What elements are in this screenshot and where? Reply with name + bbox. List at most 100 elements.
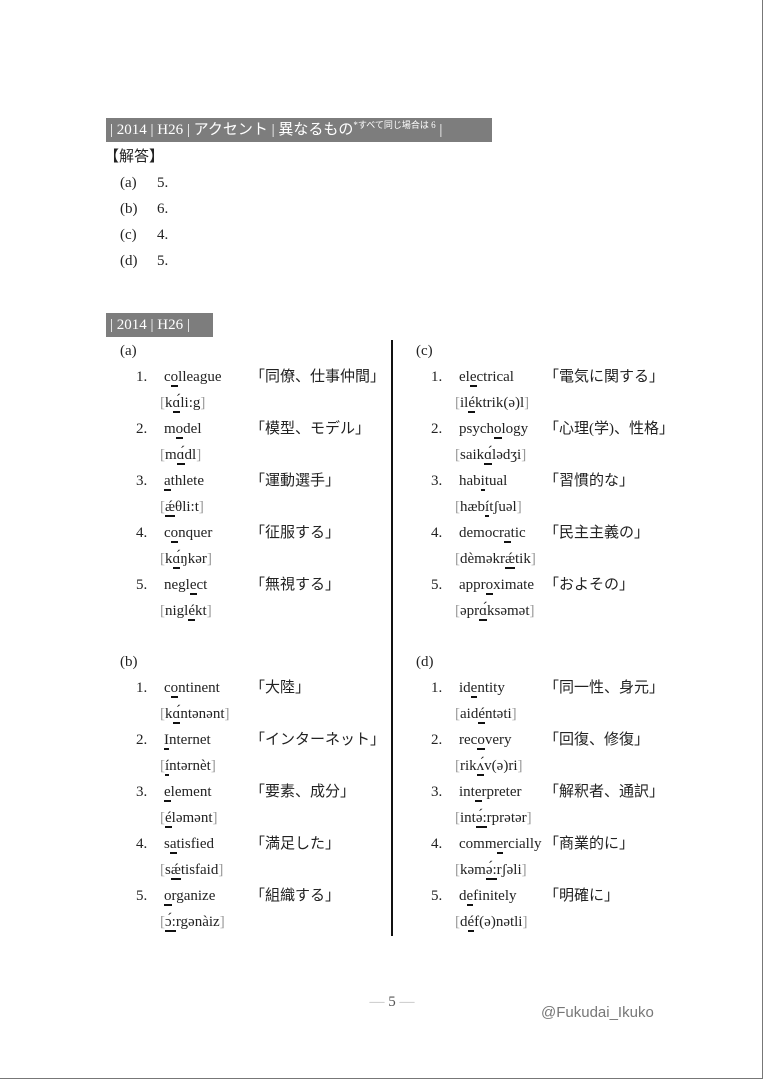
pron-post: tik [515, 551, 531, 567]
group-label: (d) [416, 654, 434, 670]
pronunciation: [mɑ́dl] [160, 445, 201, 465]
bracket-open: [ [160, 499, 165, 515]
dash-right: — [399, 994, 415, 1010]
bracket-close: ] [200, 395, 206, 411]
pron-stressed-vowel: é [467, 914, 475, 932]
bracket-close: ] [522, 914, 528, 930]
word-post: nquer [178, 525, 213, 541]
item-number: 5. [431, 577, 443, 593]
word-meaning: 「解釈者、通訳」 [544, 784, 665, 800]
pron-stressed-vowel: ɑ́ [172, 395, 181, 413]
bracket-close: ] [526, 810, 532, 826]
item-number: 4. [136, 525, 148, 541]
vocab-word: model [164, 419, 202, 439]
vocab-word: Internet [164, 730, 211, 750]
bracket-close: ] [196, 447, 202, 463]
pron-stressed-vowel: ɔ́: [165, 914, 176, 932]
word-post: rpreter [481, 784, 522, 800]
pron-stressed-vowel: ǽ [170, 862, 181, 880]
word-meaning: 「民主主義の」 [544, 525, 650, 541]
pron-stressed-vowel: ə́: [475, 810, 487, 828]
word-stressed-letter: o [170, 369, 179, 387]
dash-left: — [369, 994, 385, 1010]
item-number: 2. [431, 421, 443, 437]
word-post: finitely [473, 888, 517, 904]
word-meaning: 「運動選手」 [250, 473, 341, 489]
word-meaning: 「征服する」 [250, 525, 341, 541]
bracket-close: ] [206, 551, 212, 567]
word-post: ntinent [178, 680, 220, 696]
word-post: rcially [503, 836, 542, 852]
vocab-word: organize [164, 886, 215, 906]
vocab-word: element [164, 782, 212, 802]
bracket-close: ] [210, 758, 216, 774]
bracket-close: ] [524, 395, 530, 411]
pron-stressed-vowel: ə́: [485, 862, 497, 880]
item-number: 2. [136, 421, 148, 437]
word-pre: democr [459, 525, 504, 541]
bracket-close: ] [218, 862, 224, 878]
answer-value: 5. [157, 175, 169, 191]
pron-pre: kəm [460, 862, 486, 878]
word-stressed-letter: a [169, 836, 177, 854]
vocab-word: continent [164, 678, 220, 698]
answer-label: (a) [120, 175, 137, 191]
word-meaning: 「明確に」 [544, 888, 620, 904]
pron-post: rgənàiz [175, 914, 220, 930]
word-stressed-letter: e [469, 369, 477, 387]
word-meaning: 「大陸」 [250, 680, 311, 696]
pron-post: ləmənt [171, 810, 213, 826]
vocab-word: definitely [459, 886, 517, 906]
word-meaning: 「同僚、仕事仲間」 [250, 369, 386, 385]
bracket-close: ] [529, 603, 535, 619]
pron-post: ktrik(ə)l [475, 395, 525, 411]
item-number: 3. [136, 473, 148, 489]
group-label: (a) [120, 343, 137, 359]
bracket-open: [ [455, 914, 460, 930]
pron-pre: int [460, 810, 476, 826]
word-post: tual [484, 473, 508, 489]
word-meaning: 「インターネット」 [250, 732, 386, 748]
pron-pre: aid [460, 706, 479, 722]
word-post: tisfied [176, 836, 215, 852]
pron-post: kt [195, 603, 207, 619]
word-pre: psych [459, 421, 494, 437]
pron-stressed-vowel: ɑ́ [484, 447, 493, 465]
word-post: logy [501, 421, 529, 437]
item-number: 2. [431, 732, 443, 748]
bracket-open: [ [455, 706, 460, 722]
bracket-close: ] [219, 914, 225, 930]
pron-stressed-vowel: é [165, 810, 172, 828]
pronunciation: [saikɑ́lədʒi] [455, 445, 526, 465]
pron-pre: d [460, 914, 468, 930]
pron-pre: m [165, 447, 177, 463]
word-meaning: 「要素、成分」 [250, 784, 356, 800]
pronunciation: [dèməkrǽtik] [455, 549, 536, 569]
item-number: 4. [431, 525, 443, 541]
word-meaning: 「心理(学)、性格」 [544, 421, 674, 437]
pron-post: li:g [180, 395, 201, 411]
pron-stressed-vowel: ʌ́ [476, 758, 485, 776]
section-note: *すべて同じ場合は 6 [353, 120, 436, 130]
item-number: 1. [136, 369, 148, 385]
bracket-close: ] [521, 862, 527, 878]
word-post: lement [170, 784, 212, 800]
word-post: ctrical [476, 369, 514, 385]
pron-pre: rik [460, 758, 477, 774]
item-number: 1. [136, 680, 148, 696]
group-label: (c) [416, 343, 433, 359]
pron-post: tʃuəl [489, 499, 517, 515]
word-stressed-letter: e [470, 680, 478, 698]
word-stressed-letter: a [503, 525, 511, 543]
pron-post: θli:t [175, 499, 199, 515]
pron-stressed-vowel: ɑ́ [479, 603, 488, 621]
word-pre: c [164, 680, 171, 696]
pron-post: ŋkər [180, 551, 207, 567]
bracket-close: ] [198, 499, 204, 515]
word-stressed-letter: e [164, 784, 171, 802]
word-stressed-letter: o [170, 680, 179, 698]
pron-post: ntənənt [180, 706, 225, 722]
word-pre: s [164, 836, 170, 852]
item-number: 4. [431, 836, 443, 852]
word-stressed-letter: e [189, 577, 197, 595]
